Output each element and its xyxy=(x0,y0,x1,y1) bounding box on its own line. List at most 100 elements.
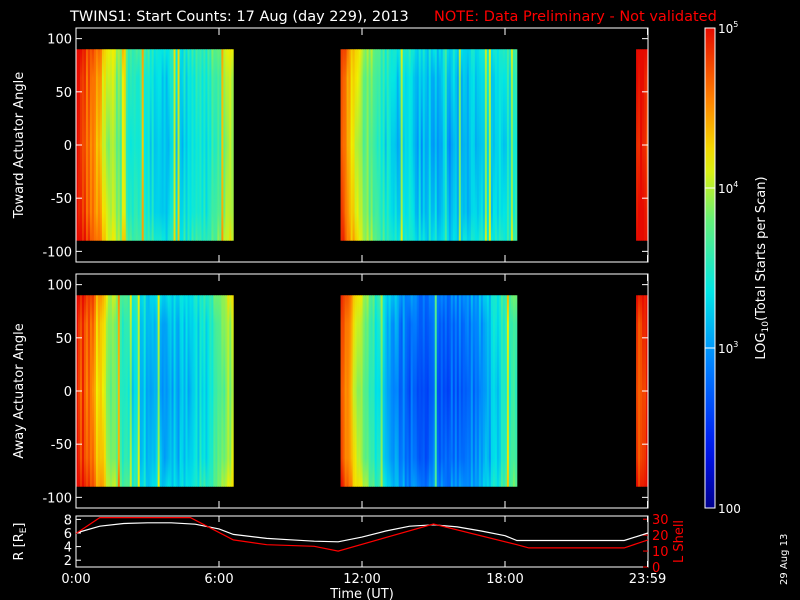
heatmap-column xyxy=(364,49,367,241)
heatmap-column xyxy=(185,295,188,487)
heatmap-column xyxy=(171,295,174,487)
heatmap-column xyxy=(432,295,436,487)
heatmap-column xyxy=(195,295,198,487)
heatmap-column xyxy=(107,49,111,241)
r-line xyxy=(75,522,649,543)
heatmap-column xyxy=(217,295,220,487)
heatmap-column xyxy=(87,49,91,241)
heatmap-column xyxy=(179,49,182,241)
heatmap-column xyxy=(488,295,492,487)
heatmap-column xyxy=(474,295,478,487)
heatmap-column xyxy=(195,49,198,241)
heatmap-column xyxy=(470,49,474,241)
heatmap-column xyxy=(175,49,178,241)
heatmap-column xyxy=(183,295,186,487)
heatmap-column xyxy=(408,49,412,241)
heatmap-column xyxy=(229,49,232,241)
heatmap-column xyxy=(121,49,125,241)
heatmap-column xyxy=(81,295,85,487)
heatmap-column xyxy=(352,295,355,487)
colorbar-gradient xyxy=(704,27,716,509)
heatmap-column xyxy=(506,295,510,487)
heatmap-column xyxy=(476,49,480,241)
heatmap-column xyxy=(454,295,458,487)
heatmap-column xyxy=(151,49,155,241)
heatmap-column xyxy=(219,295,222,487)
heatmap-column xyxy=(448,49,452,241)
heatmap-column xyxy=(428,49,432,241)
heatmap-column xyxy=(227,49,230,241)
heatmap-column xyxy=(364,295,367,487)
heatmap-column xyxy=(213,49,216,241)
heatmap-column xyxy=(440,295,444,487)
heatmap-column xyxy=(213,295,216,487)
heatmap-column xyxy=(482,295,486,487)
heatmap-column xyxy=(97,49,101,241)
heatmap-column xyxy=(456,295,460,487)
heatmap-column xyxy=(374,295,378,487)
y-tick-label: -50 xyxy=(51,438,72,453)
y-tick-label: 0 xyxy=(64,385,72,400)
heatmap-column xyxy=(478,295,482,487)
heatmap-column xyxy=(370,295,374,487)
heatmap-column xyxy=(636,49,639,241)
heatmap-column xyxy=(209,49,212,241)
heatmap-column xyxy=(83,295,87,487)
heatmap-column xyxy=(360,49,363,241)
heatmap-column xyxy=(438,49,442,241)
heatmap-column xyxy=(137,295,141,487)
heatmap-column xyxy=(462,49,466,241)
heatmap-column xyxy=(117,49,121,241)
heatmap-column xyxy=(514,49,518,241)
heatmap-column xyxy=(141,295,145,487)
heatmap-column xyxy=(219,49,222,241)
y-tick-label: 100 xyxy=(47,279,72,294)
heatmap-column xyxy=(181,49,184,241)
heatmap-column xyxy=(197,295,200,487)
heatmap-column xyxy=(442,49,446,241)
heatmap-column xyxy=(171,49,174,241)
heatmap-column xyxy=(378,295,382,487)
heatmap-column xyxy=(416,295,420,487)
heatmap-column xyxy=(205,295,208,487)
heatmap-column xyxy=(494,295,498,487)
heatmap-column xyxy=(480,49,484,241)
heatmap-column xyxy=(231,295,234,487)
heatmap-column xyxy=(422,49,426,241)
heatmap-column xyxy=(165,295,168,487)
y-axis-label: Toward Actuator Angle xyxy=(12,72,27,219)
heatmap-column xyxy=(636,295,639,487)
heatmap-column xyxy=(380,295,384,487)
heatmap-column xyxy=(227,295,230,487)
heatmap-column xyxy=(223,49,226,241)
heatmap-column xyxy=(223,295,226,487)
heatmap-column xyxy=(470,295,474,487)
heatmap-column xyxy=(464,295,468,487)
colorbar-tick-label: 105 xyxy=(718,20,738,36)
heatmap-column xyxy=(412,295,416,487)
heatmap-column xyxy=(354,49,357,241)
heatmap-column xyxy=(382,295,386,487)
heatmap-column xyxy=(109,49,113,241)
heatmap-column xyxy=(135,49,139,241)
heatmap-column xyxy=(446,295,450,487)
colorbar-tick-label: 100 xyxy=(718,502,741,516)
heatmap-column xyxy=(442,295,446,487)
lshell-axis-label: L Shell xyxy=(672,520,687,563)
lshell-tick-label: 30 xyxy=(652,513,669,528)
heatmap-column xyxy=(452,295,456,487)
heatmap-column xyxy=(145,49,149,241)
heatmap-column xyxy=(396,295,400,487)
heatmap-column xyxy=(402,49,406,241)
heatmap-column xyxy=(414,295,418,487)
heatmap-column xyxy=(390,49,394,241)
heatmap-column xyxy=(215,295,218,487)
heatmap-column xyxy=(490,49,494,241)
time-tick-label: 23:59 xyxy=(629,572,666,587)
r-axis-label: R [RE] xyxy=(12,522,29,560)
heatmap-column xyxy=(121,295,125,487)
heatmap-column xyxy=(640,295,643,487)
heatmap-column xyxy=(209,295,212,487)
heatmap-column xyxy=(392,295,396,487)
heatmap-column xyxy=(155,49,159,241)
